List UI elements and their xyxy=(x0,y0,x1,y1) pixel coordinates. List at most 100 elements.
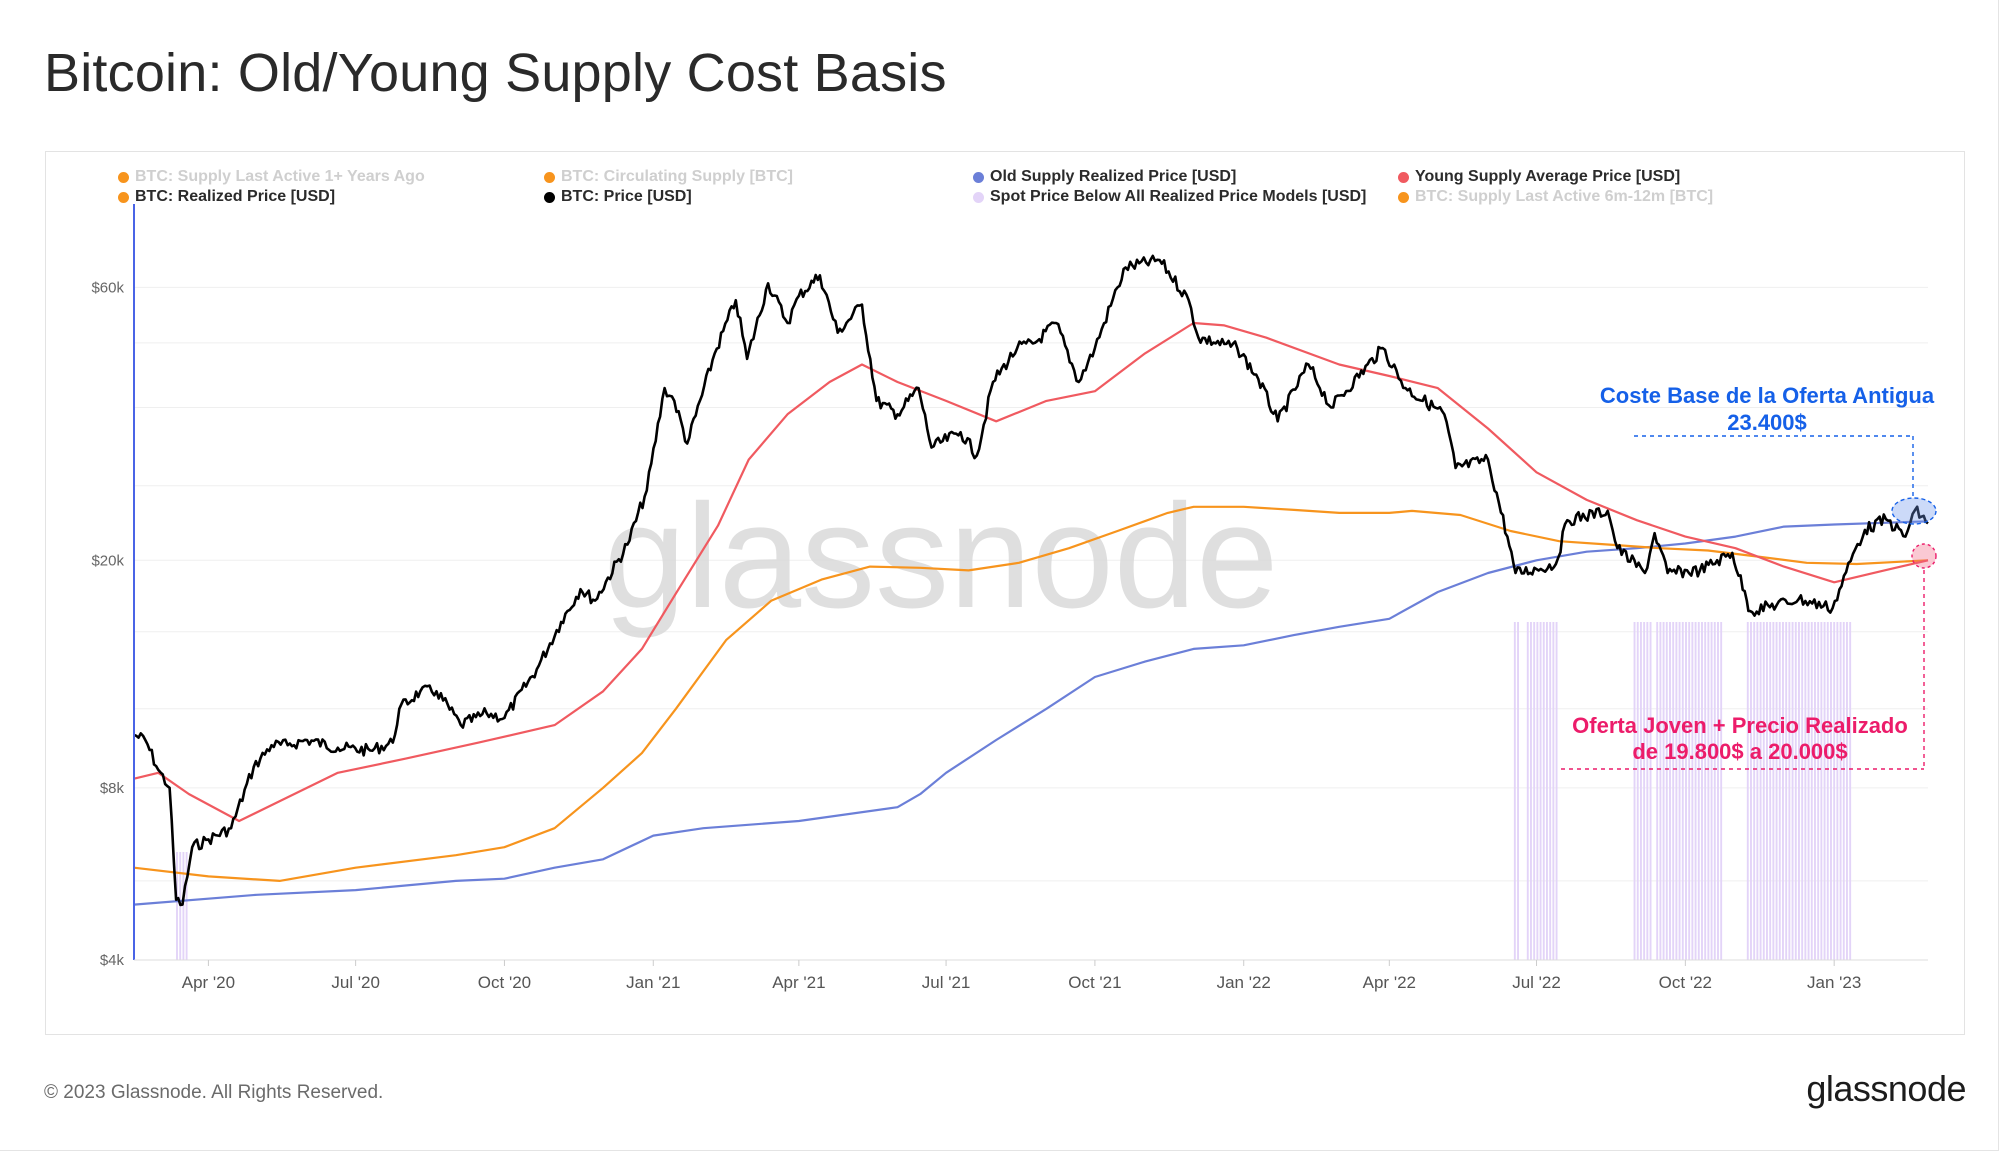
series-line xyxy=(133,254,1929,907)
legend-item[interactable]: BTC: Supply Last Active 6m-12m [BTC] xyxy=(1398,188,1713,206)
spot-below-bar xyxy=(1688,622,1691,960)
spot-below-bar xyxy=(1517,622,1519,960)
spot-below-bar xyxy=(1753,622,1756,960)
spot-below-bar xyxy=(1691,622,1694,960)
legend-label: BTC: Circulating Supply [BTC] xyxy=(561,168,793,185)
spot-below-bar xyxy=(1785,622,1788,960)
spot-below-bar xyxy=(185,852,188,960)
spot-below-bar xyxy=(1707,622,1710,960)
legend-dot-icon xyxy=(544,171,555,183)
annotations: Coste Base de la Oferta Antigua 23.400$ … xyxy=(1561,383,1937,770)
spot-below-bar xyxy=(1759,622,1762,960)
legend-label: BTC: Realized Price [USD] xyxy=(135,188,336,205)
spot-below-bar xyxy=(1701,622,1703,960)
watermark: glassnode xyxy=(604,474,1279,639)
legend-item[interactable]: BTC: Price [USD] xyxy=(544,188,692,206)
spot-below-bar xyxy=(1750,622,1752,960)
spot-below-bar xyxy=(1675,622,1678,960)
page-title: Bitcoin: Old/Young Supply Cost Basis xyxy=(44,43,947,103)
legend: BTC: Supply Last Active 1+ Years Ago BTC:… xyxy=(46,152,1964,212)
spot-below-bar xyxy=(1720,622,1723,960)
x-tick-label: Jan '22 xyxy=(1217,973,1271,992)
spot-below-bar xyxy=(1662,622,1665,960)
legend-dot-icon xyxy=(973,171,984,183)
x-tick-label: Jul '20 xyxy=(331,973,380,992)
x-tick-label: Apr '20 xyxy=(182,973,235,992)
spot-below-bar xyxy=(1633,622,1636,960)
legend-item[interactable]: Spot Price Below All Realized Price Mode… xyxy=(973,188,1366,206)
spot-below-bar xyxy=(1639,622,1642,960)
x-tick-label: Jan '23 xyxy=(1807,973,1861,992)
spot-below-bar xyxy=(1536,622,1539,960)
spot-below-bar xyxy=(1669,622,1671,960)
spot-below-bar xyxy=(1826,622,1829,960)
spot-below-bar xyxy=(1772,622,1775,960)
spot-below-bar xyxy=(1636,622,1639,960)
legend-item[interactable]: BTC: Circulating Supply [BTC] xyxy=(544,168,793,186)
spot-below-bar xyxy=(1542,622,1545,960)
x-tick-label: Jul '22 xyxy=(1512,973,1561,992)
spot-below-bar xyxy=(1762,622,1765,960)
footer-copyright: © 2023 Glassnode. All Rights Reserved. xyxy=(44,1082,384,1103)
legend-item[interactable]: Old Supply Realized Price [USD] xyxy=(973,168,1236,186)
x-tick-label: Oct '20 xyxy=(478,973,531,992)
spot-below-bar xyxy=(1656,622,1659,960)
y-tick-label: $20k xyxy=(91,552,124,569)
legend-dot-icon xyxy=(973,191,984,203)
old-basis-label-1: Coste Base de la Oferta Antigua xyxy=(1600,383,1935,408)
legend-label: BTC: Price [USD] xyxy=(561,188,692,205)
spot-below-bar xyxy=(1775,622,1778,960)
legend-dot-icon xyxy=(1398,191,1409,203)
series-line xyxy=(133,321,1929,823)
spot-below-bar xyxy=(1801,622,1804,960)
spot-below-bar xyxy=(1814,622,1816,960)
spot-below-bar xyxy=(1704,622,1707,960)
spot-below-bar xyxy=(1788,622,1791,960)
spot-below-bar xyxy=(1830,622,1832,960)
spot-below-bar xyxy=(1659,622,1662,960)
spot-below-bar xyxy=(1530,622,1532,960)
spot-below-bar xyxy=(1846,622,1848,960)
spot-below-bar xyxy=(1549,622,1552,960)
legend-label: BTC: Supply Last Active 6m-12m [BTC] xyxy=(1415,188,1714,205)
series-line xyxy=(133,520,1929,906)
series-lines xyxy=(133,254,1929,907)
chart-panel: BTC: Supply Last Active 1+ Years Ago BTC:… xyxy=(45,151,1965,1035)
spot-below-bar xyxy=(1756,622,1759,960)
spot-below-bar xyxy=(1823,622,1826,960)
x-tick-label: Jul '21 xyxy=(922,973,971,992)
legend-dot-icon xyxy=(544,191,555,203)
spot-below-bar xyxy=(1672,622,1675,960)
spot-below-bar xyxy=(1717,622,1719,960)
legend-item[interactable]: BTC: Supply Last Active 1+ Years Ago xyxy=(118,168,425,186)
spot-below-bar xyxy=(176,852,178,960)
spot-below-bar xyxy=(1643,622,1646,960)
spot-below-bar xyxy=(1533,622,1536,960)
axes: $4k $8k $20k $60k Apr '20 Jul '20 Oct '20 Jan '… xyxy=(91,204,1928,992)
legend-item[interactable]: BTC: Realized Price [USD] xyxy=(118,188,335,206)
legend-label: BTC: Supply Last Active 1+ Years Ago xyxy=(135,168,425,185)
spot-below-bar xyxy=(182,852,185,960)
y-tick-label: $60k xyxy=(91,279,124,296)
y-tick-label: $8k xyxy=(100,780,125,797)
legend-item[interactable]: Young Supply Average Price [USD] xyxy=(1398,168,1680,186)
spot-below-bar xyxy=(1694,622,1697,960)
legend-label: Young Supply Average Price [USD] xyxy=(1415,168,1681,185)
spot-below-bar xyxy=(1842,622,1845,960)
old-basis-marker xyxy=(1891,497,1937,525)
y-tick-label: $4k xyxy=(100,952,125,969)
x-tick-label: Jan '21 xyxy=(626,973,680,992)
spot-below-bar xyxy=(1546,622,1548,960)
spot-below-bar xyxy=(1513,622,1516,960)
spot-below-bar xyxy=(1746,622,1749,960)
spot-below-bar xyxy=(1833,622,1836,960)
legend-dot-icon xyxy=(118,191,129,203)
spot-below-bar xyxy=(1766,622,1768,960)
spot-below-bar xyxy=(1807,622,1810,960)
spot-below-bar xyxy=(1791,622,1794,960)
spot-below-bar xyxy=(1665,622,1668,960)
spot-below-bar xyxy=(1798,622,1800,960)
spot-below-bar xyxy=(1839,622,1842,960)
spot-below-bar xyxy=(1820,622,1823,960)
